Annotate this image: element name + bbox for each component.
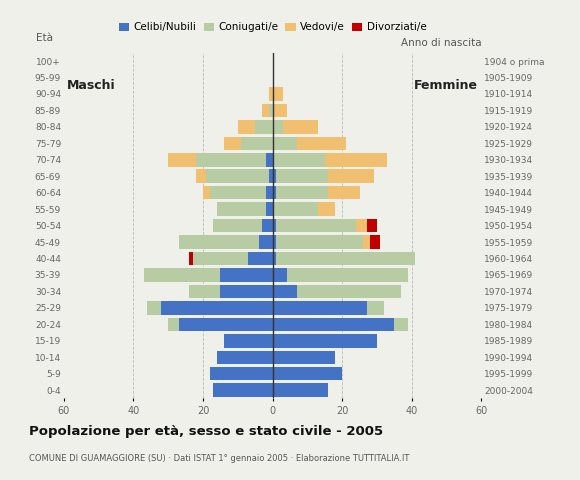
Bar [262,219,273,232]
Bar [269,169,273,183]
Bar [273,350,335,364]
Bar [193,252,248,265]
Bar [273,203,318,216]
Bar [269,104,273,117]
Bar [241,137,273,150]
Text: Età: Età [36,33,53,43]
Bar [276,219,356,232]
Text: Femmine: Femmine [414,79,478,92]
Bar [328,186,360,199]
Bar [220,268,273,282]
Bar [273,318,394,331]
Bar [259,235,273,249]
Bar [273,153,325,167]
Bar [206,169,269,183]
Bar [179,318,273,331]
Bar [161,301,273,314]
Bar [273,252,276,265]
Bar [266,186,273,199]
Bar [213,384,273,397]
Bar [276,235,363,249]
Bar [273,285,297,298]
Bar [273,219,276,232]
Bar [273,87,283,101]
Bar [273,367,342,381]
Bar [269,87,273,101]
Bar [273,186,276,199]
Bar [217,203,266,216]
Bar [210,186,266,199]
Bar [266,203,273,216]
Bar [273,137,297,150]
Bar [287,268,408,282]
Bar [255,120,273,133]
Bar [273,384,328,397]
Text: Popolazione per età, sesso e stato civile - 2005: Popolazione per età, sesso e stato civil… [29,425,383,438]
Bar [213,219,262,232]
Bar [266,153,273,167]
Bar [196,153,266,167]
Bar [367,219,377,232]
Bar [196,169,206,183]
Bar [168,318,179,331]
Bar [318,203,335,216]
Bar [144,268,220,282]
Bar [356,219,367,232]
Bar [273,104,287,117]
Bar [220,285,273,298]
Text: COMUNE DI GUAMAGGIORE (SU) · Dati ISTAT 1° gennaio 2005 · Elaborazione TUTTITALI: COMUNE DI GUAMAGGIORE (SU) · Dati ISTAT … [29,454,409,463]
Bar [328,169,374,183]
Text: Maschi: Maschi [67,79,116,92]
Bar [248,252,273,265]
Bar [273,235,276,249]
Bar [147,301,161,314]
Text: Anno di nascita: Anno di nascita [401,38,481,48]
Bar [179,235,259,249]
Bar [224,334,273,348]
Bar [276,186,328,199]
Bar [224,137,241,150]
Bar [273,120,283,133]
Bar [283,120,318,133]
Bar [189,285,220,298]
Bar [189,252,193,265]
Bar [273,301,367,314]
Bar [297,137,346,150]
Bar [203,186,210,199]
Bar [363,235,370,249]
Bar [370,235,380,249]
Bar [273,268,287,282]
Bar [238,120,255,133]
Bar [273,334,377,348]
Bar [217,350,273,364]
Bar [210,367,273,381]
Legend: Celibi/Nubili, Coniugati/e, Vedovi/e, Divorziati/e: Celibi/Nubili, Coniugati/e, Vedovi/e, Di… [115,18,430,36]
Bar [276,169,328,183]
Bar [273,169,276,183]
Bar [394,318,408,331]
Bar [168,153,196,167]
Bar [367,301,384,314]
Bar [297,285,401,298]
Bar [325,153,387,167]
Bar [262,104,269,117]
Bar [276,252,415,265]
